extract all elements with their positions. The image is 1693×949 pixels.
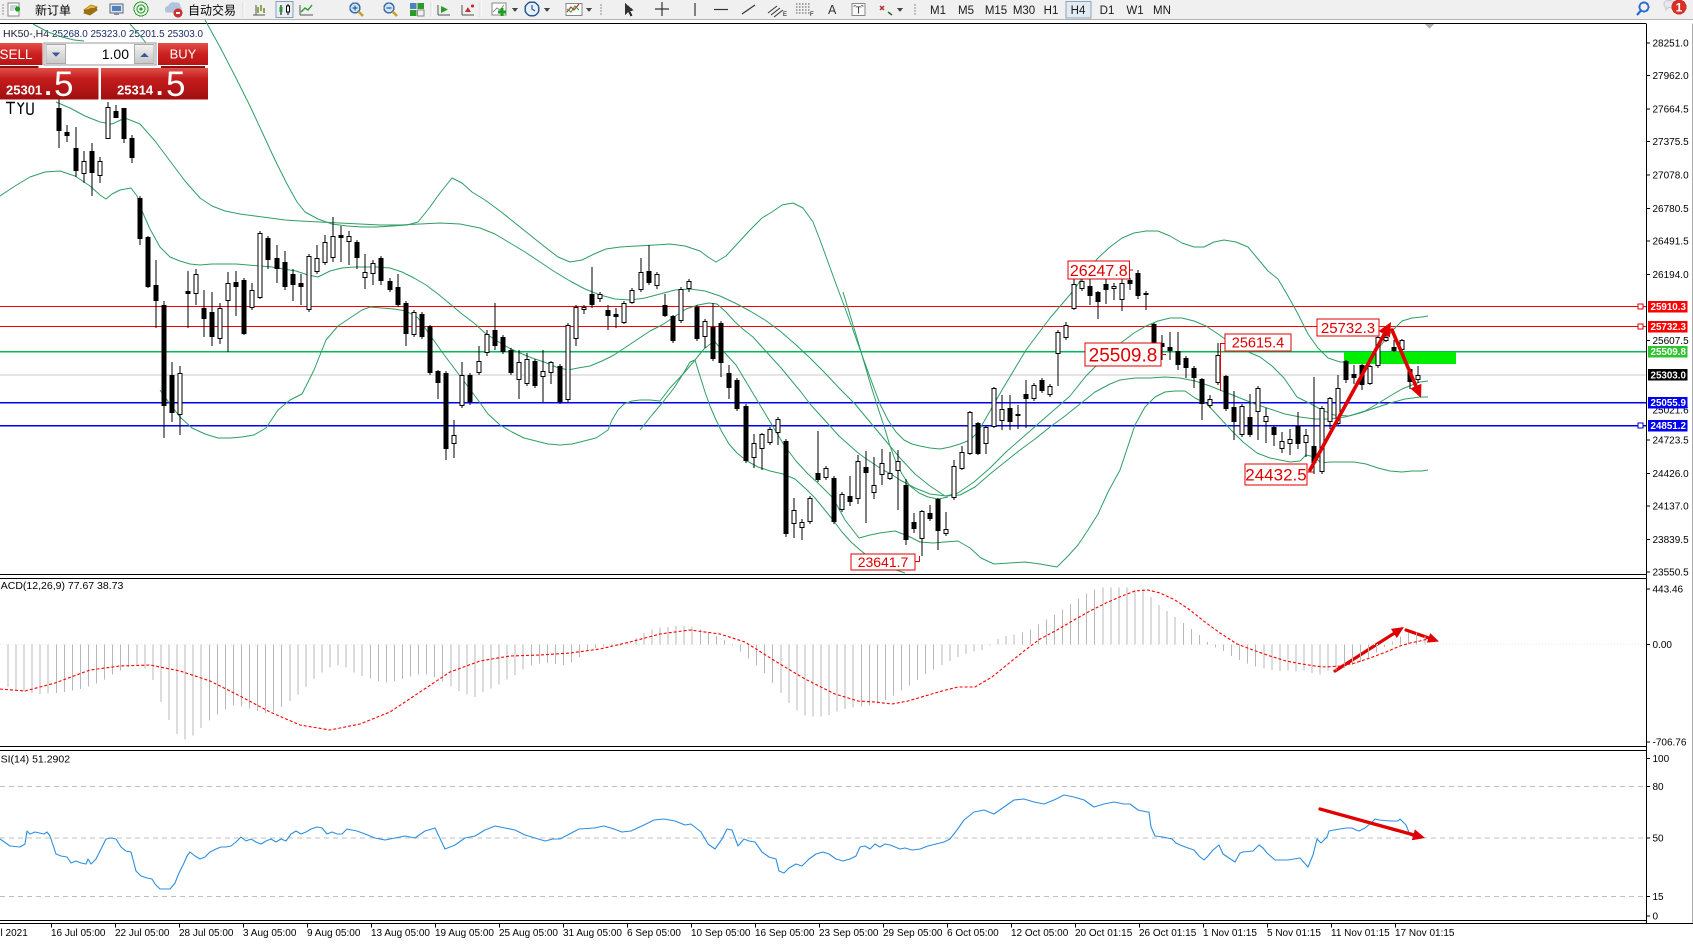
svg-text:26247.8: 26247.8: [1070, 263, 1128, 280]
svg-text:15: 15: [1653, 892, 1665, 903]
svg-text:25607.5: 25607.5: [1653, 336, 1690, 347]
svg-text:26 Oct 01:15: 26 Oct 01:15: [1139, 928, 1197, 939]
svg-text:1 Nov 01:15: 1 Nov 01:15: [1203, 928, 1257, 939]
svg-text:MN: MN: [1153, 5, 1171, 17]
svg-text:25 Aug 05:00: 25 Aug 05:00: [499, 928, 558, 939]
svg-text:13 Aug 05:00: 13 Aug 05:00: [371, 928, 430, 939]
svg-text:16 Jul 05:00: 16 Jul 05:00: [51, 928, 106, 939]
svg-text:M15: M15: [985, 5, 1007, 17]
svg-text:24851.2: 24851.2: [1651, 421, 1687, 432]
svg-text:27664.5: 27664.5: [1653, 105, 1690, 116]
svg-text:50: 50: [1653, 833, 1665, 844]
svg-text:5: 5: [54, 65, 73, 104]
svg-text:F: F: [810, 12, 814, 18]
svg-text:24723.5: 24723.5: [1653, 436, 1690, 447]
svg-text:MACD(12,26,9) 77.67 38.73: MACD(12,26,9) 77.67 38.73: [0, 580, 123, 592]
svg-text:M1: M1: [930, 5, 946, 17]
svg-text:26780.5: 26780.5: [1653, 204, 1690, 215]
svg-text:0.00: 0.00: [1653, 640, 1673, 651]
svg-text:16 Sep 05:00: 16 Sep 05:00: [755, 928, 815, 939]
svg-text:E: E: [783, 12, 787, 18]
svg-text:25268.0 25323.0 25201.5 25303.: 25268.0 25323.0 25201.5 25303.0: [52, 29, 204, 40]
svg-text:A: A: [828, 3, 837, 17]
svg-text:0: 0: [1653, 911, 1659, 922]
svg-text:3 Aug 05:00: 3 Aug 05:00: [243, 928, 297, 939]
svg-text:17 Nov 01:15: 17 Nov 01:15: [1395, 928, 1455, 939]
svg-text:28251.0: 28251.0: [1653, 39, 1690, 50]
svg-text:25301: 25301: [6, 83, 42, 98]
svg-text:28 Jul 05:00: 28 Jul 05:00: [179, 928, 234, 939]
svg-text:HK50-,H4: HK50-,H4: [3, 28, 49, 40]
svg-text:1.00: 1.00: [102, 46, 129, 62]
svg-text:23641.7: 23641.7: [858, 554, 909, 570]
svg-text:H4: H4: [1071, 5, 1086, 17]
svg-text:25055.9: 25055.9: [1651, 398, 1687, 409]
svg-text:22 Jul 05:00: 22 Jul 05:00: [115, 928, 170, 939]
svg-text:20 Oct 01:15: 20 Oct 01:15: [1075, 928, 1133, 939]
svg-text:5: 5: [166, 65, 185, 104]
svg-text:23 Sep 05:00: 23 Sep 05:00: [819, 928, 879, 939]
svg-text:100: 100: [1653, 754, 1670, 765]
svg-text:25615.4: 25615.4: [1232, 336, 1284, 352]
svg-text:新订单: 新订单: [35, 3, 71, 18]
svg-text:26194.0: 26194.0: [1653, 270, 1690, 281]
svg-text:25509.8: 25509.8: [1651, 347, 1687, 358]
svg-text:5 Nov 01:15: 5 Nov 01:15: [1267, 928, 1321, 939]
svg-text:RSI(14) 51.2902: RSI(14) 51.2902: [0, 754, 70, 766]
svg-text:19 Aug 05:00: 19 Aug 05:00: [435, 928, 494, 939]
svg-text:25910.3: 25910.3: [1651, 302, 1687, 313]
svg-text:12 Oct 05:00: 12 Oct 05:00: [1011, 928, 1069, 939]
svg-text:11 Nov 01:15: 11 Nov 01:15: [1331, 928, 1390, 939]
svg-text:BUY: BUY: [170, 47, 197, 62]
svg-text:25732.3: 25732.3: [1321, 320, 1375, 337]
svg-text:D1: D1: [1100, 5, 1115, 17]
svg-text:25303.0: 25303.0: [1651, 370, 1687, 381]
svg-text:24426.0: 24426.0: [1653, 469, 1690, 480]
svg-text:24432.5: 24432.5: [1245, 466, 1306, 485]
svg-text:6 Oct 05:00: 6 Oct 05:00: [947, 928, 999, 939]
svg-text:25509.8: 25509.8: [1089, 345, 1158, 366]
svg-text:24137.0: 24137.0: [1653, 501, 1690, 512]
svg-text:25732.3: 25732.3: [1651, 322, 1687, 333]
svg-text:29 Sep 05:00: 29 Sep 05:00: [883, 928, 943, 939]
svg-text:6 Sep 05:00: 6 Sep 05:00: [627, 928, 681, 939]
svg-text:27962.0: 27962.0: [1653, 71, 1690, 82]
svg-text:自动交易: 自动交易: [188, 3, 236, 18]
svg-text:9 Aug 05:00: 9 Aug 05:00: [307, 928, 361, 939]
svg-text:31 Aug 05:00: 31 Aug 05:00: [563, 928, 622, 939]
svg-text:M5: M5: [958, 5, 974, 17]
svg-text:M30: M30: [1013, 5, 1035, 17]
svg-text:W1: W1: [1126, 5, 1143, 17]
svg-text:.: .: [156, 71, 163, 101]
svg-text:80: 80: [1653, 782, 1665, 793]
svg-text:26491.5: 26491.5: [1653, 237, 1690, 248]
svg-text:23550.5: 23550.5: [1653, 567, 1690, 578]
svg-text:27375.5: 27375.5: [1653, 137, 1690, 148]
svg-text:27078.0: 27078.0: [1653, 171, 1690, 182]
svg-text:SELL: SELL: [0, 47, 33, 62]
svg-text:10 Sep 05:00: 10 Sep 05:00: [691, 928, 751, 939]
svg-text:23839.5: 23839.5: [1653, 535, 1690, 546]
svg-text:-706.76: -706.76: [1653, 738, 1687, 749]
svg-text:.: .: [45, 71, 52, 101]
svg-text:T: T: [855, 6, 861, 17]
svg-text:Jul 2021: Jul 2021: [0, 928, 28, 939]
svg-text:25314: 25314: [117, 83, 154, 98]
svg-text:1: 1: [1676, 1, 1683, 15]
svg-text:25021.6: 25021.6: [1653, 405, 1690, 416]
svg-text:443.46: 443.46: [1653, 585, 1684, 596]
svg-text:H1: H1: [1044, 5, 1059, 17]
